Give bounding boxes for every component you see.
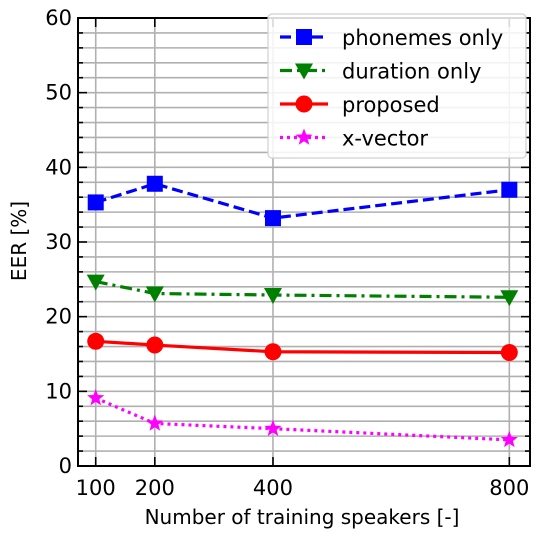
- y-tick-label: 50: [45, 81, 72, 105]
- legend-marker: [295, 63, 313, 80]
- data-point: [87, 194, 104, 211]
- data-point: [500, 344, 518, 362]
- data-point: [87, 389, 105, 406]
- x-axis-label: Number of training speakers [-]: [145, 505, 460, 529]
- y-tick-label: 20: [45, 305, 72, 329]
- legend: phonemes only duration only proposed x-vect…: [267, 13, 527, 159]
- data-point: [264, 210, 281, 227]
- series-line: [95, 339, 510, 355]
- data-point: [86, 274, 105, 291]
- series-duration-only: [86, 274, 519, 307]
- legend-label: phonemes only: [342, 26, 503, 50]
- legend-marker: [295, 128, 313, 145]
- x-tick-label: 800: [489, 476, 529, 500]
- legend-entry: phonemes only: [280, 26, 503, 50]
- legend-label: proposed: [342, 93, 440, 117]
- series-line: [95, 280, 510, 299]
- data-point: [500, 430, 518, 448]
- legend-entry: duration only: [280, 60, 481, 84]
- data-point: [146, 175, 163, 192]
- series-line: [95, 396, 510, 442]
- data-point: [500, 290, 519, 307]
- legend-marker: [296, 29, 312, 45]
- legend-entry: proposed: [280, 93, 440, 117]
- series-layer: [86, 175, 519, 448]
- series-proposed: [87, 332, 518, 362]
- data-point: [501, 181, 518, 198]
- x-tick-label: 100: [76, 476, 116, 500]
- x-tick-label: 200: [135, 476, 175, 500]
- axes: 0 10 20 30 40 50 60 100 200 400 800: [45, 6, 531, 500]
- data-point: [264, 419, 282, 436]
- data-point: [263, 288, 282, 305]
- data-point: [264, 343, 282, 361]
- data-point: [146, 414, 164, 431]
- y-tick-label: 60: [45, 6, 72, 30]
- legend-entry: x-vector: [280, 127, 428, 151]
- data-point: [145, 286, 164, 303]
- legend-marker: [295, 95, 313, 113]
- y-tick-label: 10: [45, 379, 72, 403]
- series-x-vector: [87, 389, 518, 448]
- series-phonemes-only: [87, 175, 518, 227]
- series-line: [95, 182, 510, 220]
- y-axis-label: EER [%]: [7, 201, 31, 281]
- legend-label: x-vector: [342, 127, 428, 151]
- x-tick-label: 400: [253, 476, 293, 500]
- legend-box: [267, 13, 527, 159]
- data-point: [87, 332, 105, 350]
- legend-label: duration only: [342, 60, 481, 84]
- y-tick-label: 40: [45, 155, 72, 179]
- y-tick-label: 30: [45, 230, 72, 254]
- data-point: [146, 336, 164, 354]
- y-tick-label: 0: [59, 454, 72, 478]
